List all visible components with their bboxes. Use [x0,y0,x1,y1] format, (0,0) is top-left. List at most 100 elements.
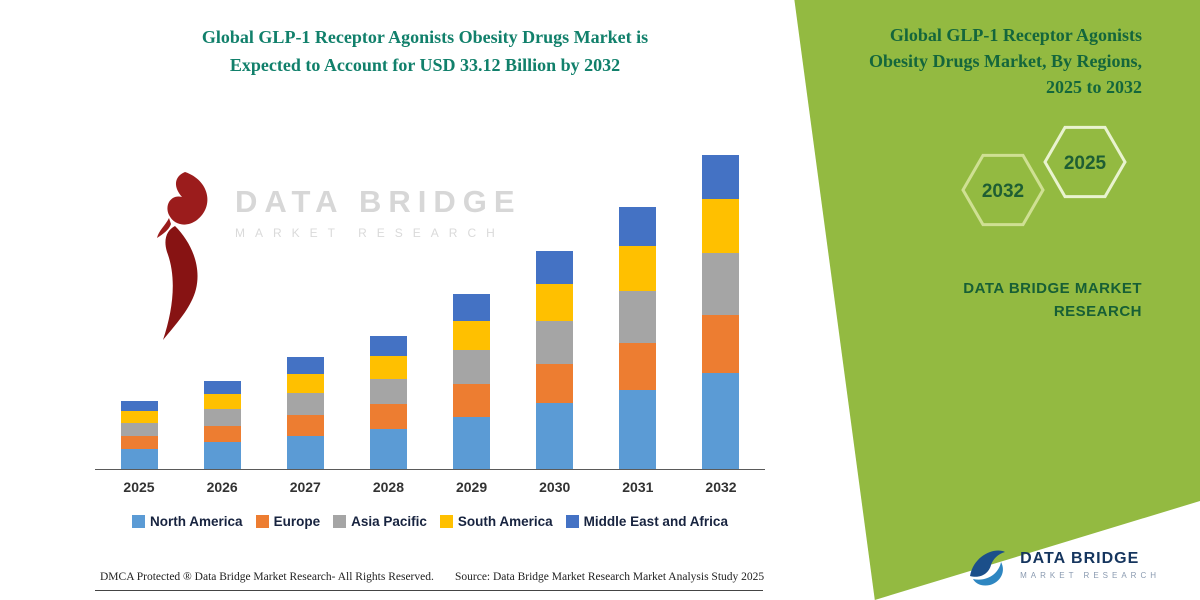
x-axis-label-2028: 2028 [372,479,404,495]
bar-column-2029: 2029 [442,140,502,495]
stacked-bar-2027 [286,356,324,470]
hexagon-2025-label: 2025 [1064,153,1107,174]
bar-segment-asia-pacific [453,350,491,385]
bar-column-2032: 2032 [691,140,751,495]
data-bridge-logo: DATA BRIDGE MARKET RESEARCH [964,542,1160,588]
bar-segment-north-america [619,390,657,470]
legend-swatch [565,515,579,528]
bar-segment-north-america [203,442,241,470]
bar-segment-south-america [619,246,657,292]
bar-segment-south-america [120,411,158,423]
bar-segment-europe [369,404,407,430]
hexagon-2025 [1043,125,1127,199]
bar-segment-north-america [369,429,407,470]
legend-item-europe: Europe [255,514,320,529]
bar-segment-asia-pacific [369,378,407,405]
chart-title: Global GLP-1 Receptor Agonists Obesity D… [90,24,760,80]
bar-column-2025: 2025 [109,140,169,495]
x-axis-label-2026: 2026 [206,479,238,495]
legend-item-middle-east-and-africa: Middle East and Africa [565,514,728,529]
data-bridge-logo-text: DATA BRIDGE MARKET RESEARCH [1020,550,1160,580]
legend-label: South America [457,514,553,529]
bar-segment-south-america [369,355,407,379]
x-axis-line [95,469,765,470]
footer-dmca-text: DMCA Protected ® Data Bridge Market Rese… [100,571,434,583]
hexagon-2032-label: 2032 [982,181,1024,202]
bar-segment-middle-east-and-africa [702,155,740,200]
stacked-bar-2026 [203,380,241,470]
panel-brand-text: DATA BRIDGE MARKET RESEARCH [963,280,1142,320]
bar-segment-south-america [702,199,740,254]
footer-divider [95,590,763,591]
bar-segment-asia-pacific [286,393,324,415]
chart-title-line2: Expected to Account for USD 33.12 Billio… [229,54,621,75]
x-axis-label-2032: 2032 [705,479,737,495]
bar-segment-asia-pacific [203,409,241,427]
panel-title: Global GLP-1 Receptor Agonists Obesity D… [869,25,1142,98]
legend-swatch [439,515,453,528]
bar-column-2030: 2030 [525,140,585,495]
legend-item-north-america: North America [132,514,243,529]
x-axis-label-2029: 2029 [455,479,488,495]
x-axis-label-2030: 2030 [539,479,571,495]
bar-segment-europe [120,435,158,450]
bar-segment-south-america [536,283,574,321]
x-axis-label-2027: 2027 [289,479,321,495]
bar-segment-north-america [702,373,740,470]
bar-segment-asia-pacific [120,422,158,436]
hexagon-2032 [961,153,1045,227]
legend: North America Europe Asia Pacific South Ame… [85,514,775,529]
bar-segment-europe [536,363,574,404]
bar-column-2027: 2027 [275,140,335,495]
bar-segment-middle-east-and-africa [369,335,407,356]
bar-column-2028: 2028 [358,140,418,495]
bar-segment-asia-pacific [536,320,574,364]
legend-swatch [255,515,269,528]
logo-line1: DATA BRIDGE [1020,550,1140,567]
bar-segment-middle-east-and-africa [286,356,324,375]
stacked-bar-2029 [453,294,491,470]
legend-label: Middle East and Africa [583,514,728,529]
footer-source-text: Source: Data Bridge Market Research Mark… [455,571,765,583]
legend-label: North America [150,514,243,529]
bar-segment-north-america [536,403,574,470]
legend-item-asia-pacific: Asia Pacific [333,514,427,529]
legend-label: Asia Pacific [351,514,427,529]
bar-segment-north-america [286,435,324,470]
x-axis-label-2025: 2025 [123,479,155,495]
bar-segment-middle-east-and-africa [619,207,657,247]
bar-segment-north-america [120,449,158,470]
bar-segment-europe [702,315,740,373]
hexagon-decoration: 2032 2025 [961,125,1127,227]
stacked-bar-2031 [619,207,657,470]
bar-segment-south-america [286,374,324,394]
x-axis-label-2031: 2031 [622,479,654,495]
chart-area: DATA BRIDGE MARKET RESEARCH 2025 2026 2027… [95,140,765,495]
stacked-bar-2028 [369,335,407,470]
stacked-bar-2030 [536,251,574,470]
bars: 2025 2026 2027 2028 2029 2030 2031 2032 [95,140,765,495]
bar-segment-europe [286,414,324,436]
bar-segment-europe [619,342,657,391]
bar-segment-asia-pacific [702,253,740,315]
stacked-bar-2025 [120,400,158,470]
chart-title-line1: Global GLP-1 Receptor Agonists Obesity D… [201,27,649,47]
logo-line2: MARKET RESEARCH [1020,571,1160,580]
bar-segment-europe [203,426,241,443]
bar-segment-middle-east-and-africa [536,251,574,284]
bar-segment-middle-east-and-africa [120,400,158,412]
bar-segment-asia-pacific [619,291,657,343]
legend-swatch [333,515,347,528]
bar-segment-middle-east-and-africa [453,294,491,321]
bar-segment-middle-east-and-africa [203,380,241,394]
bar-segment-europe [453,384,491,417]
legend-item-south-america: South America [439,514,553,529]
legend-swatch [132,515,146,528]
bar-column-2031: 2031 [608,140,668,495]
bar-segment-south-america [453,320,491,351]
bar-segment-north-america [453,416,491,470]
data-bridge-logo-icon [970,550,1006,586]
bar-column-2026: 2026 [192,140,252,495]
bar-segment-south-america [203,393,241,410]
